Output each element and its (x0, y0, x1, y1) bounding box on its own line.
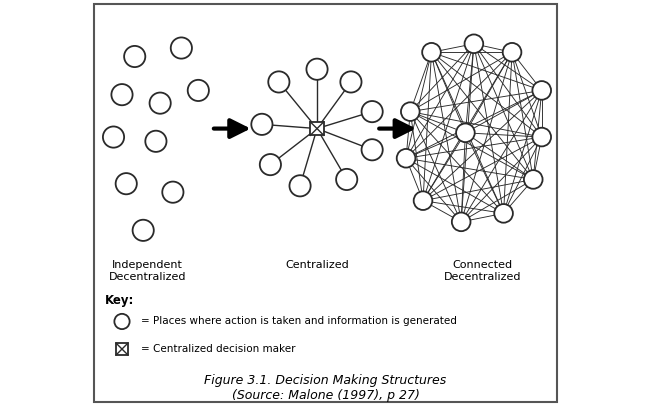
Circle shape (533, 81, 551, 100)
Circle shape (465, 35, 483, 53)
Circle shape (336, 169, 357, 190)
Circle shape (413, 191, 432, 210)
Circle shape (111, 84, 133, 105)
Circle shape (145, 131, 167, 152)
Circle shape (251, 114, 273, 135)
Bar (311, 122, 324, 136)
Text: Connected
Decentralized: Connected Decentralized (443, 260, 521, 282)
Text: = Places where action is taken and information is generated: = Places where action is taken and infor… (141, 317, 457, 326)
Text: Centralized: Centralized (285, 260, 349, 270)
Circle shape (268, 71, 290, 92)
Text: Independent
Decentralized: Independent Decentralized (109, 260, 186, 282)
Circle shape (115, 314, 130, 329)
Circle shape (187, 80, 209, 101)
Circle shape (307, 59, 327, 80)
Text: Figure 3.1. Decision Making Structures: Figure 3.1. Decision Making Structures (204, 374, 447, 387)
Circle shape (133, 220, 154, 241)
Text: Key:: Key: (105, 294, 134, 307)
Circle shape (150, 92, 171, 114)
Circle shape (401, 102, 420, 121)
Circle shape (260, 154, 281, 175)
Circle shape (456, 123, 475, 142)
Circle shape (162, 182, 184, 203)
Circle shape (533, 128, 551, 147)
Circle shape (171, 37, 192, 59)
Circle shape (494, 204, 513, 223)
Circle shape (361, 139, 383, 160)
Circle shape (524, 170, 542, 189)
Circle shape (290, 175, 311, 197)
Circle shape (422, 43, 441, 61)
Circle shape (503, 43, 521, 61)
Circle shape (116, 173, 137, 194)
Circle shape (103, 127, 124, 148)
Circle shape (340, 71, 361, 92)
Circle shape (396, 149, 415, 168)
Text: (Source: Malone (1997), p 27): (Source: Malone (1997), p 27) (232, 389, 419, 402)
Circle shape (124, 46, 145, 67)
Circle shape (452, 212, 471, 231)
Circle shape (361, 101, 383, 122)
Bar (116, 343, 128, 355)
Text: = Centralized decision maker: = Centralized decision maker (141, 344, 296, 354)
